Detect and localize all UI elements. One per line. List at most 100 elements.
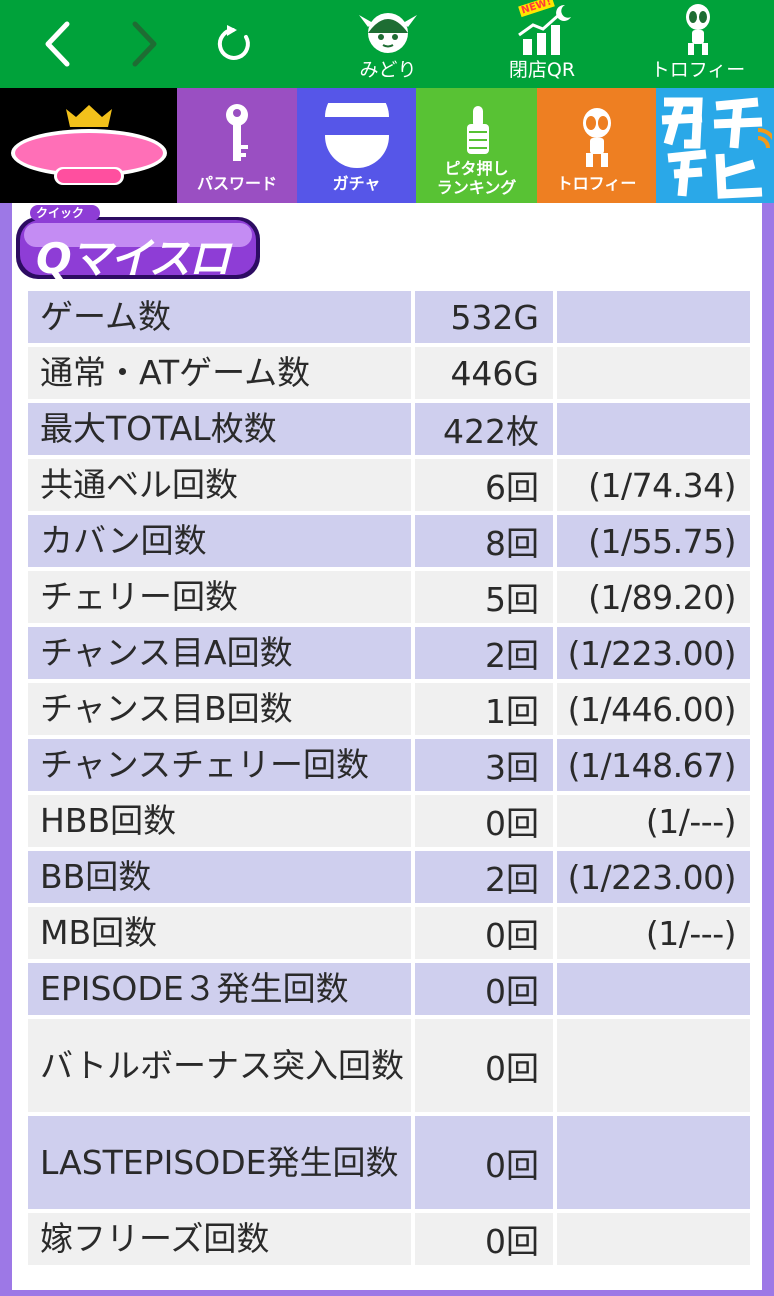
row-value: 0回 [415,1213,553,1265]
row-value: 0回 [415,795,553,847]
row-probability: (1/74.34) [557,459,750,511]
row-label: チャンスチェリー回数 [28,739,411,791]
nav-closing-qr-label: 閉店QR [508,59,576,81]
row-value: 446G [415,347,553,399]
kachinavi-logo [661,97,772,199]
row-label: 通常・ATゲーム数 [28,347,411,399]
row-label: チェリー回数 [28,571,411,623]
tile-kachinavi-logo[interactable] [656,88,774,203]
chevron-left-icon [45,21,70,67]
nav-closing-qr[interactable]: NEW! 閉店QR [494,0,590,88]
nav-trophy-label: トロフィー [650,59,746,81]
table-row: チャンス目B回数 1回 (1/446.00) [28,683,750,735]
table-row: EPISODE３発生回数 0回 [28,963,750,1015]
row-label: MB回数 [28,907,411,959]
table-row: 通常・ATゲーム数 446G [28,347,750,399]
row-value: 6回 [415,459,553,511]
row-label: 嫁フリーズ回数 [28,1213,411,1265]
table-row: チェリー回数 5回 (1/89.20) [28,571,750,623]
table-row: MB回数 0回 (1/---) [28,907,750,959]
q-myslo-ruby: クイック [36,206,85,220]
tile-password[interactable]: パスワード [177,88,297,203]
row-probability [557,1116,750,1209]
row-label: 最大TOTAL枚数 [28,403,411,455]
row-value: 0回 [415,963,553,1015]
menu-tiles: パスワード ガチャ ピタ押し ランキング トロフィー [0,88,774,203]
reload-icon [217,25,250,60]
row-probability [557,1213,750,1265]
row-label: ゲーム数 [28,291,411,343]
chart-icon [518,4,571,55]
row-value: 5回 [415,571,553,623]
row-probability [557,291,750,343]
frame-bottom-border [0,1290,774,1296]
row-value: 1回 [415,683,553,735]
row-label: BB回数 [28,851,411,903]
row-label: HBB回数 [28,795,411,847]
tile-gacha-label: ガチャ [332,173,381,193]
row-value: 532G [415,291,553,343]
chevron-right-icon [132,21,157,67]
table-row: 嫁フリーズ回数 0回 [28,1213,750,1265]
row-label: LASTEPISODE発生回数 [28,1116,411,1209]
q-myslo-title: Qマイスロ [36,234,230,283]
row-probability: (1/---) [557,907,750,959]
top-nav-bar: みどり NEW! 閉店QR トロフィー [0,0,774,88]
table-row: チャンス目A回数 2回 (1/223.00) [28,627,750,679]
nav-trophy[interactable]: トロフィー [650,0,746,88]
tile-twin-angel-logo[interactable] [0,88,177,203]
reload-button[interactable] [200,0,266,88]
tile-password-label: パスワード [196,173,277,193]
table-row: チャンスチェリー回数 3回 (1/148.67) [28,739,750,791]
tile-pita-label-1: ピタ押し [444,159,509,179]
row-value: 0回 [415,1019,553,1112]
table-row: 最大TOTAL枚数 422枚 [28,403,750,455]
tile-trophy-label: トロフィー [556,173,637,193]
row-value: 3回 [415,739,553,791]
row-value: 2回 [415,851,553,903]
row-label: チャンス目B回数 [28,683,411,735]
row-probability [557,1019,750,1112]
character-icon [359,13,417,53]
table-row: バトルボーナス突入回数 0回 [28,1019,750,1112]
table-row: LASTEPISODE発生回数 0回 [28,1116,750,1209]
row-value: 0回 [415,1116,553,1209]
row-value: 422枚 [415,403,553,455]
row-label: 共通ベル回数 [28,459,411,511]
row-probability [557,347,750,399]
key-icon [226,103,248,161]
capsule-icon [318,102,395,168]
table-row: BB回数 2回 (1/223.00) [28,851,750,903]
row-label: バトルボーナス突入回数 [28,1019,411,1112]
row-probability: (1/148.67) [557,739,750,791]
row-value: 0回 [415,907,553,959]
forward-button[interactable] [116,0,172,88]
table-row: カバン回数 8回 (1/55.75) [28,515,750,567]
content-frame: クイック Qマイスロ ゲーム数 532G 通常・ATゲーム数 446G 最大TO… [0,203,774,1296]
stats-table: ゲーム数 532G 通常・ATゲーム数 446G 最大TOTAL枚数 422枚 … [28,291,750,1269]
nav-midori[interactable]: みどり [340,0,436,88]
table-row: ゲーム数 532G [28,291,750,343]
nav-midori-label: みどり [359,59,417,81]
alien-icon [686,4,710,55]
row-probability: (1/446.00) [557,683,750,735]
chart-icon-wrap: NEW! [509,0,575,57]
tile-trophy[interactable]: トロフィー [537,88,656,203]
tile-pita-ranking[interactable]: ピタ押し ランキング [416,88,537,203]
row-label: チャンス目A回数 [28,627,411,679]
row-label: カバン回数 [28,515,411,567]
row-probability: (1/223.00) [557,851,750,903]
back-button[interactable] [30,0,86,88]
thumbs-up-icon [466,106,489,155]
row-probability [557,403,750,455]
alien-icon [582,107,611,167]
row-value: 8回 [415,515,553,567]
tile-gacha[interactable]: ガチャ [297,88,416,203]
twin-angel-party-logo [10,104,167,185]
tile-pita-label-2: ランキング [436,177,517,197]
row-probability: (1/223.00) [557,627,750,679]
table-row: 共通ベル回数 6回 (1/74.34) [28,459,750,511]
row-probability: (1/89.20) [557,571,750,623]
row-value: 2回 [415,627,553,679]
row-label: EPISODE３発生回数 [28,963,411,1015]
